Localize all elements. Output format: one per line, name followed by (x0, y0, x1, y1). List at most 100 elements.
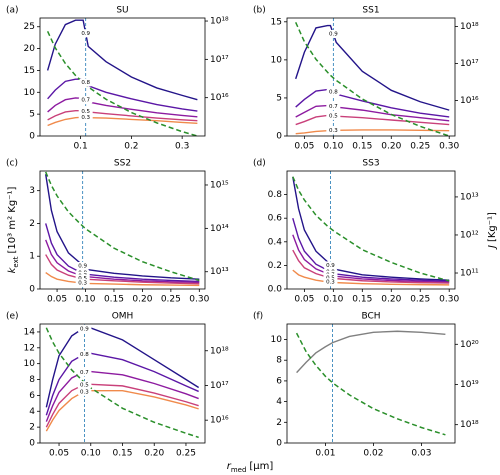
x-tick-label: 0.15 (352, 142, 372, 152)
y2-tick-label: 10¹⁶ (210, 93, 229, 103)
dashed-line (44, 171, 200, 282)
x-tick-label: 0.15 (104, 295, 124, 305)
x-tick-label: 0.10 (81, 449, 101, 459)
y2-tick-label: 10¹⁷ (460, 59, 479, 69)
panel: (d) SS3 0.0 0.2 0.4 0.6 0.8 10¹¹ 10¹² 10¹³ 0.05 0.1… (253, 159, 479, 305)
series-label: 0.8 (80, 352, 89, 358)
x-tick-label: 0.30 (439, 142, 459, 152)
x-tick-label: 0.03 (411, 449, 431, 459)
y-tick-label: 25 (24, 22, 35, 32)
y2-tick-label: 10¹⁸ (210, 17, 229, 27)
panel-title: OMH (112, 312, 134, 322)
x-tick-label: 0.01 (315, 449, 335, 459)
label-background (78, 96, 93, 105)
y2-axis-label: J [Kg⁻¹] (487, 212, 498, 250)
y2-tick-label: 10¹³ (460, 192, 479, 202)
x-tick-label: 0.05 (47, 295, 67, 305)
x-tick-label: 0.25 (410, 142, 430, 152)
dashed-line (292, 176, 450, 282)
y-tick-label: 3 (29, 186, 35, 196)
dashed-line (295, 22, 450, 136)
panel-letter: (f) (253, 312, 263, 322)
x-axis-label: rmed [μm] (227, 461, 274, 474)
label-background (326, 102, 341, 111)
label-background (326, 29, 341, 38)
x-tick-label: 0.15 (112, 449, 132, 459)
y2-tick-label: 10¹³ (210, 267, 229, 277)
y-tick-label: 15 (24, 66, 35, 76)
label-background (323, 278, 338, 287)
series-line (45, 389, 199, 432)
y2-tick-label: 10¹⁷ (210, 381, 229, 391)
series-label: 0.9 (326, 263, 335, 269)
y-tick-label: 0 (276, 132, 282, 142)
label-background (78, 29, 93, 38)
series-line (292, 218, 450, 283)
series-label: 0.9 (81, 31, 90, 37)
panel-letter: (b) (253, 6, 266, 16)
panel-title: SS1 (362, 6, 379, 16)
x-tick-label: 0.25 (410, 295, 430, 305)
panel: (a) SU 0 5 10 15 20 25 10¹⁶ 10¹⁷ 10¹⁸ 0.1 0.2 0.3 0.9 0… (6, 6, 229, 152)
x-tick-label: 0.20 (132, 295, 152, 305)
plot-frame (39, 17, 206, 137)
panel-letter: (e) (6, 312, 19, 322)
label-background (77, 324, 92, 333)
y-tick-label: 0.0 (268, 285, 283, 295)
panel: (f) BCH 0 2 4 6 8 10 10¹⁸ 10¹⁹ 10²⁰ 0.01 0.02 0.03 (253, 312, 479, 459)
panel-title: SS2 (114, 159, 131, 169)
y-tick-label: 10 (24, 359, 36, 369)
series-line (295, 114, 450, 126)
label-background (326, 126, 341, 135)
label-background (326, 111, 341, 120)
y-tick-label: 0.6 (268, 214, 283, 224)
series-label: 0.3 (329, 128, 338, 134)
series-label: 0.8 (81, 80, 90, 86)
y-label-symbol: k (7, 266, 18, 273)
series-label: 0.5 (329, 113, 338, 119)
label-background (77, 368, 92, 377)
x-tick-label: 0.2 (124, 142, 138, 152)
x-tick-label: 0.02 (363, 449, 383, 459)
x-label-symbol: r (227, 461, 232, 472)
series-line (45, 239, 200, 284)
y-tick-label: 10 (271, 55, 283, 65)
series-line (45, 370, 199, 422)
y2-tick-label: 10¹² (460, 230, 479, 240)
series-label: 0.7 (329, 104, 338, 110)
plot-frame (39, 323, 206, 444)
x-tick-label: 0.05 (49, 449, 69, 459)
y-label-unit: [10³ m² Kg⁻¹] (7, 187, 18, 254)
x-label-unit: [μm] (249, 461, 273, 472)
y-tick-label: 10 (24, 88, 36, 98)
series-label: 0.8 (329, 89, 338, 95)
series-line (45, 327, 200, 408)
label-background (77, 387, 92, 396)
series-label: 0.7 (80, 370, 89, 376)
x-tick-label: 0.1 (73, 142, 87, 152)
y2-tick-label: 10¹⁴ (210, 224, 229, 234)
series-line (45, 352, 199, 416)
y-tick-label: 15 (271, 17, 282, 27)
y2-tick-label: 10¹⁸ (210, 346, 229, 356)
panel-title: SS3 (362, 159, 379, 169)
series-line (295, 129, 450, 135)
x-tick-label: 0.05 (294, 142, 314, 152)
y-tick-label: 10 (271, 335, 283, 345)
label-background (78, 113, 93, 122)
x-tick-label: 0.25 (176, 449, 196, 459)
label-background (77, 381, 92, 390)
y2-tick-label: 10¹⁷ (210, 55, 229, 65)
series-label: 0.9 (80, 326, 89, 332)
panel: (e) OMH 0 2 4 6 8 10 12 14 10¹⁶ 10¹⁷ 10¹⁸ 0.05 0.10 0.1… (6, 312, 229, 459)
plot-frame (286, 323, 456, 444)
y2-tick-label: 10¹⁶ (210, 416, 229, 426)
series-line (296, 330, 446, 374)
x-tick-label: 0.20 (381, 295, 401, 305)
series-line (47, 116, 198, 127)
series-line (46, 19, 198, 101)
series-line (44, 174, 200, 280)
y-tick-label: 5 (276, 93, 282, 103)
